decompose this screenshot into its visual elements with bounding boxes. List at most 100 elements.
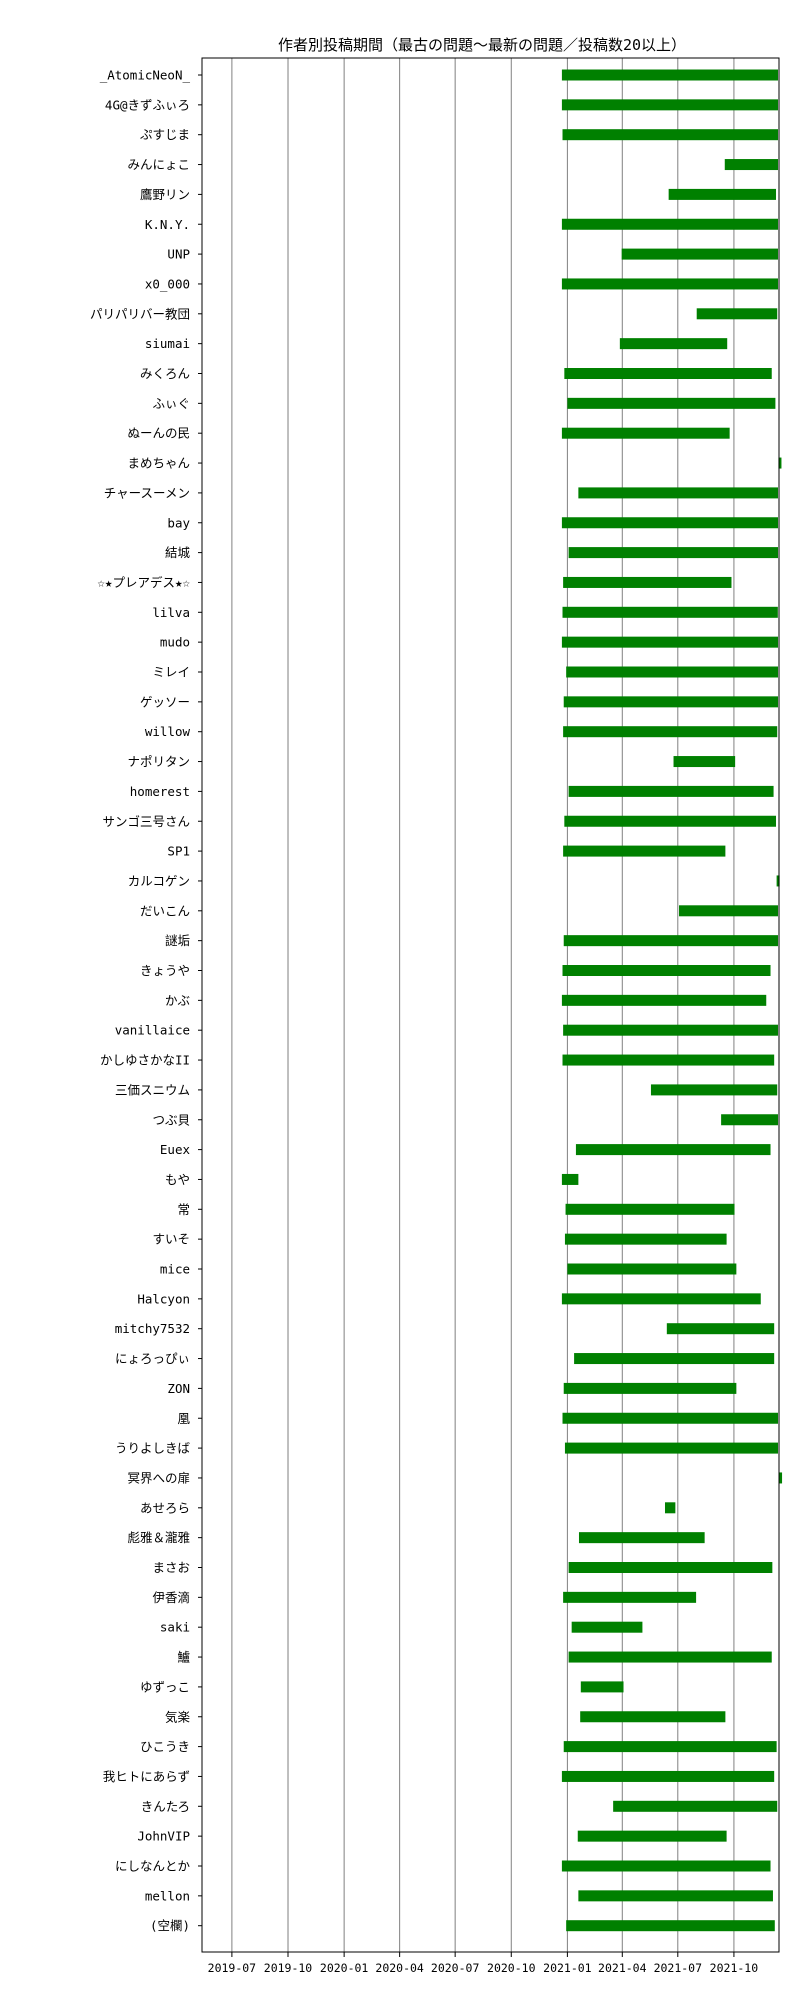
row-label: きんたろ	[141, 1799, 190, 1814]
row-label: saki	[160, 1620, 190, 1635]
bar-23	[673, 756, 736, 768]
x-tick-label: 2019-07	[208, 1961, 257, 1975]
row-label: ぷすじま	[140, 127, 190, 142]
row-label: bay	[167, 515, 190, 530]
row-label: mitchy7532	[115, 1321, 190, 1336]
x-tick-label: 2021-10	[710, 1961, 759, 1975]
row-label: 気楽	[165, 1709, 191, 1724]
bar-13	[778, 457, 782, 469]
row-label: まさお	[152, 1560, 190, 1575]
row-label: 我ヒトにあらず	[103, 1769, 190, 1784]
x-tick-label: 2019-10	[264, 1961, 313, 1975]
row-label: x0_000	[145, 276, 190, 291]
bar-27	[776, 875, 780, 887]
bar-59	[577, 1830, 727, 1842]
row-label: 凰	[177, 1411, 190, 1426]
row-label: mudo	[160, 635, 190, 650]
bar-53	[568, 1651, 772, 1663]
row-label: みんにょこ	[127, 157, 190, 172]
bar-38	[565, 1203, 735, 1215]
bar-3	[724, 159, 778, 171]
row-label: ゆずっこ	[140, 1679, 190, 1694]
row-label: ゲッソー	[140, 694, 190, 709]
bar-12	[561, 427, 730, 439]
bar-15	[561, 517, 778, 529]
bars	[561, 69, 783, 1932]
plot-frame	[201, 57, 780, 1953]
x-tick-label: 2021-04	[598, 1961, 647, 1975]
bar-60	[561, 1860, 771, 1872]
bar-51	[563, 1591, 697, 1603]
row-label: _AtomicNeoN_	[100, 68, 191, 83]
bar-30	[562, 965, 771, 976]
row-label: きょうや	[140, 963, 190, 978]
chart-title: 作者別投稿期間（最古の問題～最新の問題／投稿数20以上）	[278, 36, 686, 54]
row-label: SP1	[167, 844, 190, 859]
row-label: ふぃぐ	[152, 396, 190, 411]
bar-39	[564, 1233, 727, 1245]
bar-31	[561, 994, 767, 1006]
bar-45	[562, 1412, 778, 1424]
x-tick-label: 2020-10	[487, 1961, 536, 1975]
bar-22	[563, 726, 778, 738]
row-label: mice	[160, 1262, 190, 1277]
bar-47	[779, 1472, 783, 1484]
bar-29	[563, 935, 778, 947]
bar-2	[562, 129, 778, 141]
x-axis: 2019-07 2019-10 2020-01 2020-04 2020-07 2020-…	[208, 1952, 759, 1975]
x-tick-label: 2020-01	[320, 1961, 369, 1975]
row-label: siumai	[145, 336, 190, 351]
bar-7	[561, 278, 778, 290]
row-label: パリパリバー教団	[90, 306, 190, 321]
bar-32	[563, 1024, 778, 1036]
bar-54	[580, 1681, 624, 1693]
row-label: もや	[165, 1172, 190, 1187]
row-label: かぶ	[165, 993, 190, 1008]
bar-20	[566, 666, 778, 678]
bar-41	[561, 1293, 761, 1305]
bar-61	[578, 1890, 773, 1902]
row-label: ぬーんの民	[127, 426, 190, 441]
row-label: にょろっぴぃ	[115, 1351, 190, 1366]
row-label: Euex	[160, 1142, 191, 1157]
row-label: JohnVIP	[137, 1829, 190, 1844]
bar-57	[561, 1770, 775, 1782]
row-label: UNP	[167, 247, 190, 262]
bar-5	[561, 218, 778, 230]
bar-37	[561, 1173, 579, 1185]
row-label: 冥界への扉	[127, 1470, 190, 1485]
bar-11	[567, 397, 776, 409]
bar-6	[621, 248, 778, 260]
bar-35	[721, 1114, 778, 1126]
row-label: willow	[145, 724, 191, 739]
x-tick-label: 2020-04	[375, 1961, 424, 1975]
row-label: だいこん	[140, 903, 190, 918]
row-label: かしゆさかなII	[100, 1053, 190, 1068]
bar-26	[563, 845, 726, 857]
bar-17	[563, 576, 732, 588]
row-label: Halcyon	[137, 1291, 190, 1306]
bar-4	[668, 188, 777, 200]
x-tick-label: 2021-07	[654, 1961, 703, 1975]
bar-36	[575, 1144, 771, 1156]
row-label: 結城	[165, 545, 191, 560]
row-label: あせろら	[140, 1500, 190, 1515]
bar-50	[568, 1562, 773, 1573]
bar-56	[563, 1741, 777, 1753]
bar-46	[564, 1442, 778, 1454]
row-label: vanillaice	[115, 1023, 190, 1038]
row-label: ひこうき	[140, 1739, 190, 1754]
row-label: 謎垢	[165, 933, 190, 948]
bar-8	[696, 308, 778, 320]
row-label: すいそ	[152, 1232, 190, 1247]
row-label: カルコゲン	[128, 873, 190, 888]
bar-58	[613, 1800, 778, 1812]
row-label: 鱸	[177, 1650, 190, 1665]
bar-25	[564, 815, 777, 827]
bar-49	[578, 1532, 705, 1544]
row-label: つぶ貝	[152, 1112, 190, 1127]
row-label: みくろん	[140, 366, 190, 381]
row-label: ミレイ	[152, 665, 190, 680]
bar-14	[578, 487, 778, 499]
